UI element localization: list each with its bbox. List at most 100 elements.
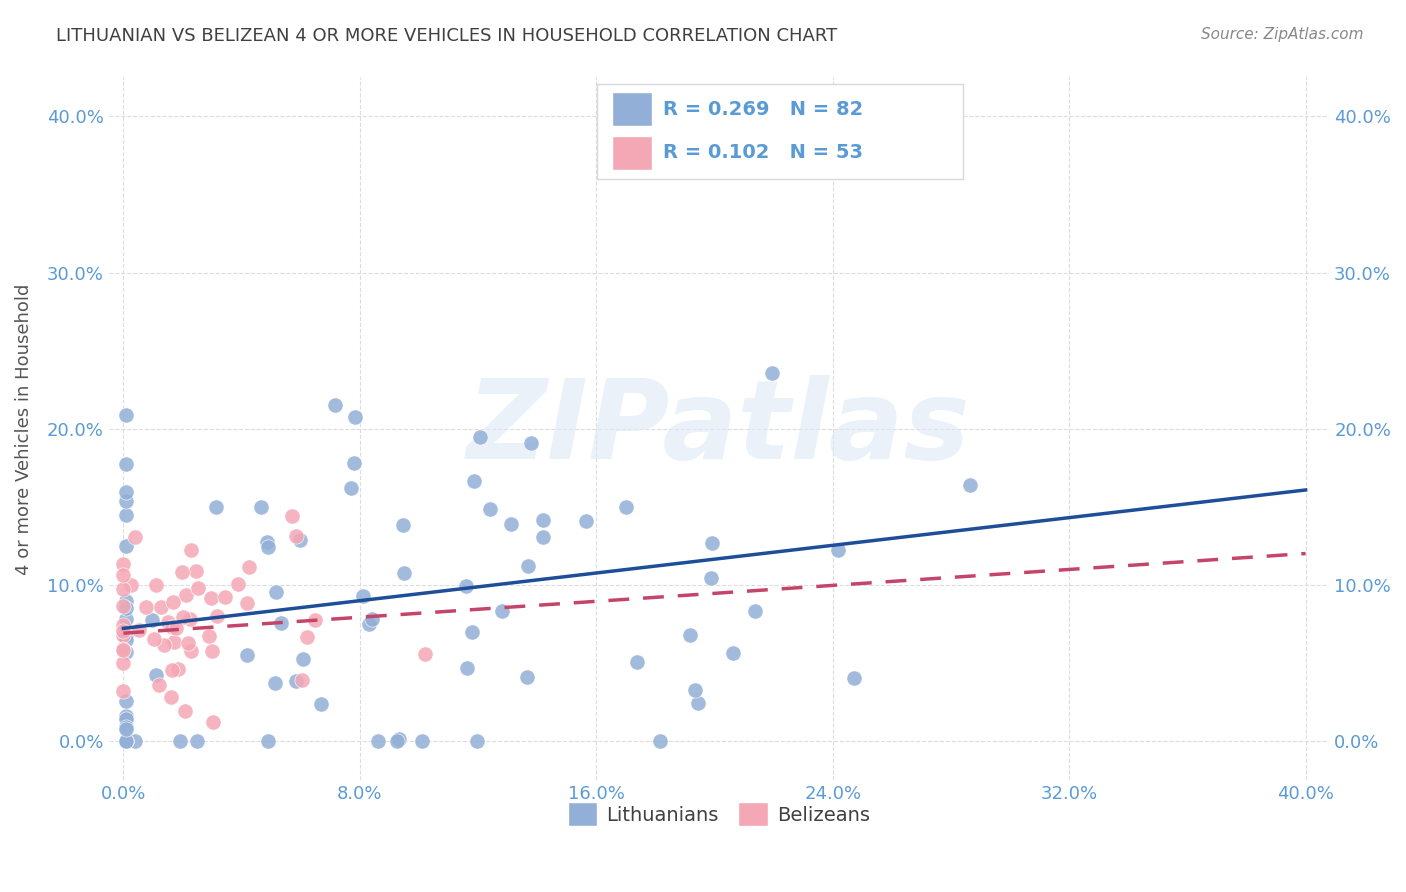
Point: [531, 530, 554, 544]
Point: [115, 508, 138, 522]
Point: [112, 642, 135, 657]
Point: [128, 623, 150, 637]
Point: [519, 436, 541, 450]
Point: [256, 540, 278, 554]
Point: [165, 621, 187, 635]
Point: [295, 630, 318, 644]
Point: [214, 590, 236, 604]
Point: [226, 577, 249, 591]
Point: [392, 566, 415, 580]
Point: [385, 734, 408, 748]
Point: [115, 709, 138, 723]
Point: [699, 571, 721, 585]
Point: [160, 663, 183, 677]
Point: [250, 500, 273, 515]
Text: LITHUANIAN VS BELIZEAN 4 OR MORE VEHICLES IN HOUSEHOLD CORRELATION CHART: LITHUANIAN VS BELIZEAN 4 OR MORE VEHICLE…: [56, 27, 838, 45]
Point: [184, 565, 207, 579]
Point: [685, 683, 707, 698]
Point: [115, 734, 138, 748]
Point: [143, 632, 166, 646]
Point: [152, 638, 174, 652]
Point: [115, 734, 138, 748]
Point: [170, 565, 193, 579]
Point: [124, 530, 146, 544]
Point: [688, 696, 710, 710]
Point: [339, 481, 361, 495]
Point: [112, 618, 135, 632]
Point: [197, 630, 219, 644]
Point: [454, 579, 477, 593]
Point: [575, 514, 598, 528]
Point: [959, 477, 981, 491]
Point: [115, 720, 138, 734]
Point: [721, 646, 744, 660]
Point: [270, 616, 292, 631]
Point: [491, 604, 513, 618]
Point: [291, 673, 314, 687]
Legend: Lithuanians, Belizeans: Lithuanians, Belizeans: [560, 795, 877, 834]
Point: [115, 722, 138, 736]
Point: [499, 516, 522, 531]
Point: [167, 662, 190, 676]
Point: [650, 734, 672, 748]
Point: [186, 734, 208, 748]
Point: [148, 678, 170, 692]
Point: [744, 604, 766, 618]
Point: [145, 578, 167, 592]
Point: [352, 589, 374, 603]
Point: [115, 734, 138, 748]
Point: [392, 517, 415, 532]
Point: [112, 656, 135, 670]
Point: [388, 731, 411, 746]
Point: [236, 596, 259, 610]
Point: [304, 614, 326, 628]
Point: [141, 613, 163, 627]
Point: [112, 684, 135, 698]
Point: [367, 734, 389, 748]
Point: [679, 628, 702, 642]
Point: [160, 620, 183, 634]
Point: [202, 714, 225, 729]
Point: [115, 593, 138, 607]
Point: [235, 648, 257, 662]
Point: [288, 533, 311, 547]
Point: [411, 734, 433, 748]
Point: [157, 615, 180, 629]
Point: [112, 558, 135, 572]
Point: [343, 456, 366, 470]
Point: [112, 628, 135, 642]
Point: [135, 599, 157, 614]
Point: [177, 636, 200, 650]
Point: [112, 643, 135, 657]
Point: [112, 582, 135, 596]
Point: [413, 647, 436, 661]
Point: [343, 410, 366, 425]
Point: [180, 644, 202, 658]
Point: [112, 624, 135, 638]
Point: [120, 578, 142, 592]
Point: [115, 633, 138, 648]
Point: [531, 512, 554, 526]
Point: [291, 651, 314, 665]
Point: [200, 591, 222, 605]
Point: [115, 408, 138, 422]
Point: [626, 655, 648, 669]
Point: [516, 670, 538, 684]
Point: [263, 676, 285, 690]
Point: [174, 588, 197, 602]
Point: [281, 509, 304, 524]
Point: [285, 529, 308, 543]
Point: [359, 617, 381, 632]
Point: [264, 584, 287, 599]
Point: [160, 690, 183, 704]
Point: [172, 610, 194, 624]
Point: [124, 734, 146, 748]
Point: [115, 734, 138, 748]
Point: [169, 734, 191, 748]
Point: [517, 558, 540, 573]
Point: [761, 366, 783, 380]
Point: [463, 474, 485, 488]
Point: [479, 502, 502, 516]
Point: [179, 612, 201, 626]
Point: [238, 560, 260, 574]
